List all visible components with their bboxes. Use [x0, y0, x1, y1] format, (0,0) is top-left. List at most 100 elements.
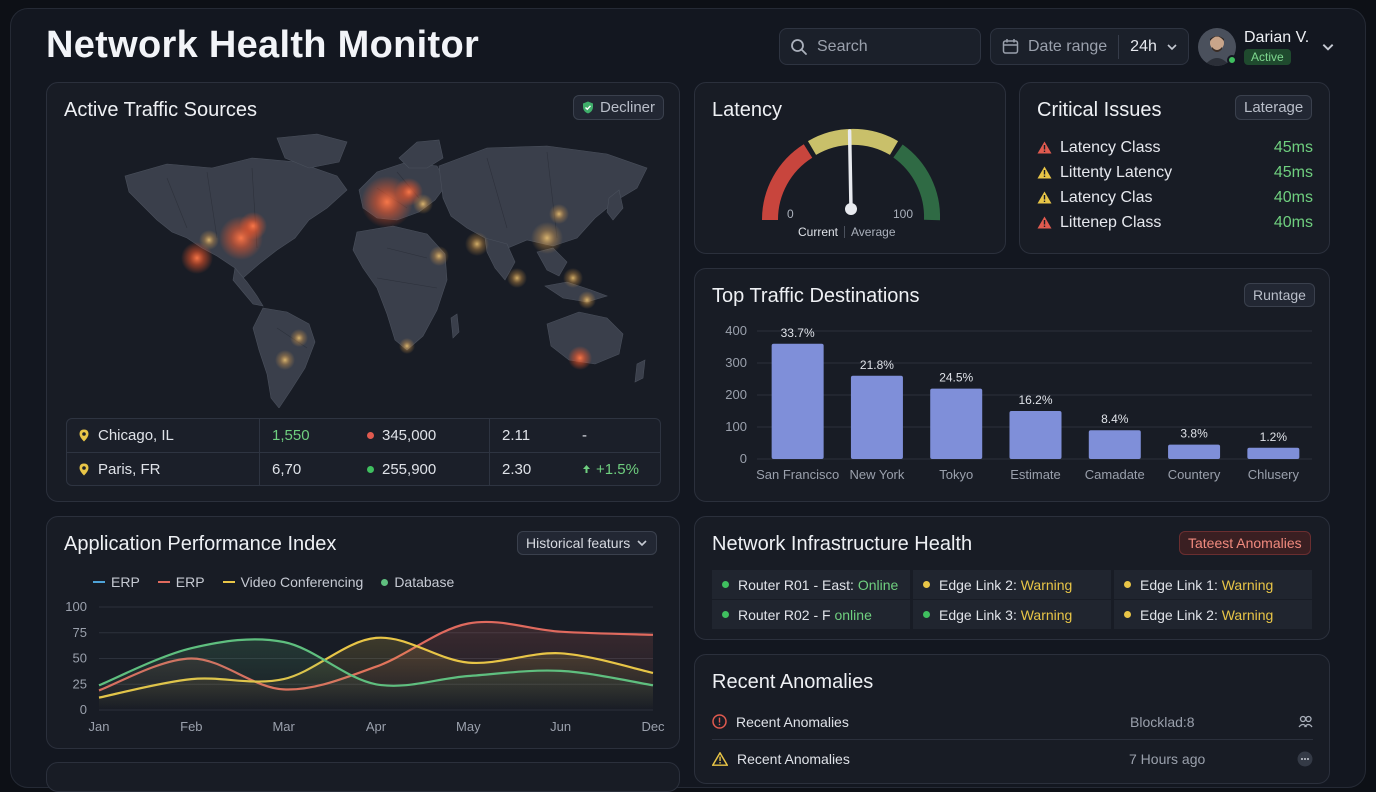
y-tick-label: 75 [73, 625, 87, 640]
user-group-icon[interactable] [1298, 714, 1313, 729]
infra-status-item[interactable]: Edge Link 2: Warning [1114, 600, 1312, 629]
map-pin-icon [79, 429, 89, 442]
recent-anomalies-card: Recent Anomalies Recent Anomalies Blockl… [694, 654, 1330, 784]
legend-item[interactable]: ERP [93, 574, 140, 590]
x-tick-label: Jun [550, 719, 571, 734]
infra-status-item[interactable]: Edge Link 2: Warning [913, 570, 1111, 599]
x-tick-label: Jan [89, 719, 110, 734]
latency-gauge [761, 128, 941, 221]
x-tick-label: New York [849, 467, 904, 482]
legend-label: ERP [175, 574, 205, 590]
list-item[interactable]: Littenep Class 40ms [1037, 210, 1313, 235]
traffic-cell: 255,900 [357, 453, 490, 485]
historical-dropdown[interactable]: Historical featurs [517, 531, 658, 555]
decliner-filter-chip[interactable]: Decliner [573, 95, 665, 120]
warning-icon [712, 752, 728, 766]
status-dot [367, 465, 374, 473]
anomaly-meta: Blocklad:8 [1130, 713, 1195, 730]
date-range-label: Date range [1028, 37, 1108, 55]
legend-swatch [381, 578, 389, 586]
bar[interactable] [1168, 444, 1221, 459]
infra-device: Router R02 - F [738, 606, 835, 623]
infra-status-item[interactable]: Edge Link 3: Warning [913, 600, 1111, 629]
online-status-dot [1227, 55, 1237, 65]
issue-value: 45ms [1273, 163, 1313, 181]
series-line[interactable] [98, 638, 654, 687]
bar[interactable] [1009, 411, 1062, 459]
legend-label: ERP [111, 574, 140, 590]
status-dot [923, 581, 930, 588]
bar[interactable] [1247, 447, 1300, 459]
more-options-icon[interactable] [1297, 751, 1313, 767]
warning-triangle-icon [1037, 216, 1052, 229]
infra-label: Edge Link 3: Warning [939, 607, 1072, 623]
infra-status-item[interactable]: Edge Link 1: Warning [1114, 570, 1312, 599]
infra-device: Edge Link 2: [1140, 606, 1222, 623]
bar[interactable] [1088, 430, 1141, 459]
x-tick-label: Tokyo [939, 467, 973, 482]
traffic-cell: 345,000 [357, 419, 490, 452]
legend-item[interactable]: Video Conferencing [222, 574, 364, 590]
bar-data-label: 16.2% [1018, 393, 1052, 407]
search-input[interactable] [817, 37, 967, 56]
traffic-value: 345,000 [382, 427, 437, 444]
legend-item[interactable]: Database [381, 574, 454, 590]
bar-data-label: 33.7% [781, 326, 815, 340]
card-title: Recent Anomalies [712, 671, 874, 693]
x-tick-label: Mar [272, 719, 295, 734]
avatar[interactable] [1198, 28, 1237, 66]
legend-item[interactable]: ERP [157, 574, 205, 590]
laterage-chip[interactable]: Laterage [1235, 95, 1313, 120]
bar[interactable] [850, 375, 903, 459]
user-name: Darian V. [1244, 28, 1310, 46]
next-card-peek [46, 762, 680, 792]
chevron-down-icon[interactable] [1166, 41, 1178, 53]
bar-data-label: 21.8% [860, 358, 894, 372]
issue-name: Littenty Latency [1060, 163, 1173, 181]
legend-label: Database [394, 574, 455, 590]
infra-status: online [834, 606, 872, 623]
world-map[interactable] [47, 128, 681, 408]
destinations-bar-chart: 0 100 200 300 400 33.7% San Francisco 21.8% New … [725, 323, 1312, 482]
status-dot [923, 611, 930, 618]
user-menu[interactable]: Darian V. Active [1198, 27, 1335, 67]
list-item[interactable]: Latency Class 45ms [1037, 135, 1313, 160]
x-tick-label: Estimate [1010, 467, 1061, 482]
infra-status-item[interactable]: Router R02 - F online [712, 600, 910, 629]
card-title: Network Infrastructure Health [712, 533, 973, 555]
date-range-picker[interactable]: Date range 24h [990, 28, 1189, 65]
infra-status-grid: Router R01 - East: Online Edge Link 2: Wa… [712, 570, 1312, 629]
list-item[interactable]: Littenty Latency 45ms [1037, 160, 1313, 185]
date-range-value[interactable]: 24h [1130, 37, 1157, 55]
table-row[interactable]: Paris, FR 6,70 255,900 2.30 +1.5% [67, 452, 660, 485]
value-cell: 6,70 [272, 460, 302, 478]
calendar-icon [1002, 39, 1019, 54]
ratio-cell: 2.11 [502, 427, 531, 444]
table-row[interactable]: Chicago, IL 1,550 345,000 2.11 - [67, 419, 660, 452]
y-tick-label: 0 [740, 451, 747, 466]
search-icon [791, 38, 807, 55]
chevron-down-icon[interactable] [1321, 40, 1335, 54]
active-traffic-sources-card: Active Traffic Sources Decliner [46, 82, 680, 502]
infra-status: Warning [1020, 606, 1073, 623]
latency-card: Latency 0 100 Current Average [694, 82, 1006, 254]
infra-status-item[interactable]: Router R01 - East: Online [712, 570, 910, 599]
legend-label: Video Conferencing [240, 574, 364, 590]
list-item[interactable]: Recent Anomalies 7 Hours ago [712, 741, 1313, 777]
bar[interactable] [930, 388, 983, 459]
bar[interactable] [771, 343, 824, 459]
anomalies-badge[interactable]: Tateest Anomalies [1179, 531, 1311, 555]
chip-label: Decliner [600, 99, 656, 116]
list-item[interactable]: Recent Anomalies Blocklad:8 [712, 704, 1313, 740]
traffic-sources-table: Chicago, IL 1,550 345,000 2.11 - Paris, … [66, 418, 661, 486]
search-box[interactable] [779, 28, 981, 65]
traffic-value: 255,900 [382, 460, 437, 478]
runtage-chip[interactable]: Runtage [1244, 283, 1315, 307]
chip-label: Laterage [1244, 99, 1304, 116]
list-item[interactable]: Latency Clas 40ms [1037, 185, 1313, 210]
city-name: Paris, FR [98, 460, 161, 478]
traffic-hotspots [181, 176, 596, 370]
card-title: Application Performance Index [64, 533, 337, 555]
infra-status: Warning [1221, 576, 1274, 593]
city-cell: Chicago, IL [67, 419, 260, 452]
